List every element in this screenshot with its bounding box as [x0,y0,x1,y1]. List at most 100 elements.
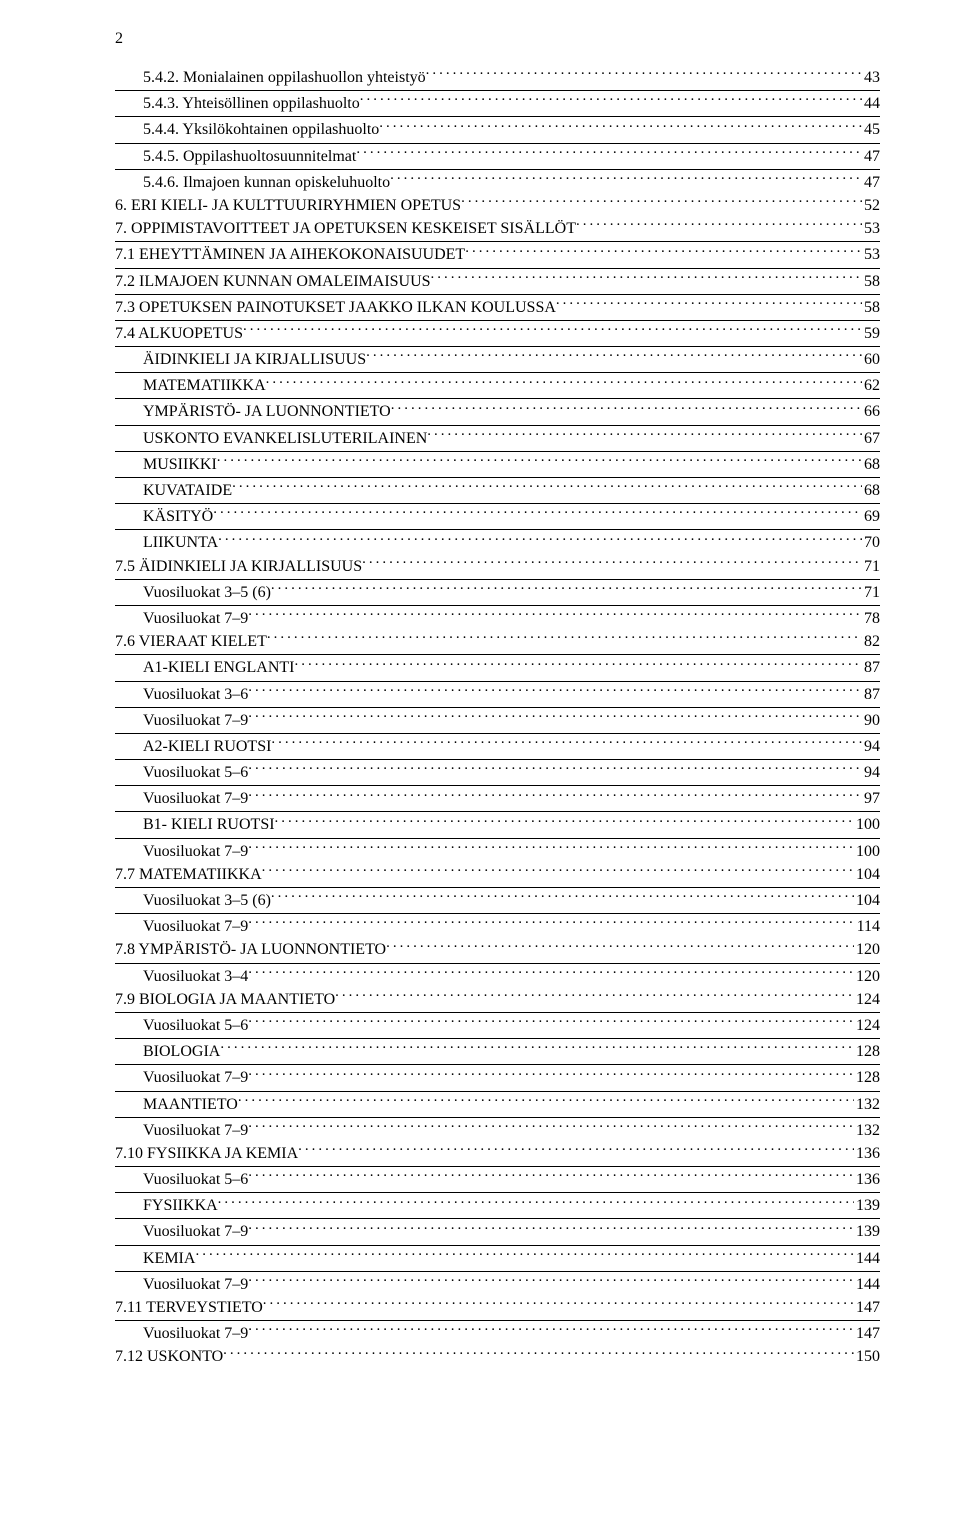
toc-page-number: 114 [855,915,880,938]
toc-row: Vuosiluokat 3–5 (6) 104 [115,889,880,914]
toc-label: LIIKUNTA [143,531,218,554]
toc-leader-dots [426,66,862,82]
toc-label: Vuosiluokat 7–9 [143,1220,248,1243]
toc-label: 7. OPPIMISTAVOITTEET JA OPETUKSEN KESKEI… [115,217,576,240]
toc-page-number: 43 [862,66,880,89]
toc-label: 7.8 YMPÄRISTÖ- JA LUONNONTIETO [115,938,386,961]
toc-page-number: 53 [862,217,880,240]
toc-row: 5.4.2. Monialainen oppilashuollon yhteis… [115,66,880,91]
toc-label: Vuosiluokat 3–5 (6) [143,581,271,604]
toc-leader-dots [356,145,862,161]
toc-page-number: 120 [854,938,880,961]
toc-leader-dots [248,607,862,623]
toc-label: Vuosiluokat 7–9 [143,840,248,863]
toc-leader-dots [295,656,862,672]
page-number: 2 [115,30,880,48]
toc-label: FYSIIKKA [143,1194,218,1217]
toc-label: 5.4.3. Yhteisöllinen oppilashuolto [143,92,360,115]
toc-page-number: 78 [862,607,880,630]
toc-page-number: 104 [854,863,880,886]
toc-leader-dots [360,92,862,108]
toc-leader-dots [263,1296,854,1312]
toc-leader-dots [248,840,854,856]
toc-label: Vuosiluokat 3–5 (6) [143,889,271,912]
toc-label: Vuosiluokat 7–9 [143,787,248,810]
toc-page-number: 144 [854,1273,880,1296]
toc-page-number: 139 [854,1194,880,1217]
toc-leader-dots [248,915,854,931]
toc-label: Vuosiluokat 5–6 [143,1014,248,1037]
toc-row: 7. OPPIMISTAVOITTEET JA OPETUKSEN KESKEI… [115,217,880,242]
toc-leader-dots [248,787,862,803]
toc-row: LIIKUNTA 70 [115,531,880,554]
toc-row: KÄSITYÖ 69 [115,505,880,530]
toc-page-number: 120 [854,965,880,988]
toc-label: Vuosiluokat 7–9 [143,709,248,732]
toc-row: Vuosiluokat 7–9 132 [115,1119,880,1142]
toc-leader-dots [266,374,862,390]
toc-page-number: 100 [854,813,880,836]
toc-label: 7.12 USKONTO [115,1345,223,1368]
toc-row: B1- KIELI RUOTSI 100 [115,813,880,838]
toc-row: 7.4 ALKUOPETUS 59 [115,322,880,347]
toc-row: Vuosiluokat 5–6 136 [115,1168,880,1193]
toc-page-number: 68 [862,479,880,502]
toc-leader-dots [248,683,862,699]
toc-leader-dots [298,1142,854,1158]
toc-leader-dots [248,965,854,981]
toc-page-number: 70 [862,531,880,554]
toc-page-number: 97 [862,787,880,810]
toc-row: Vuosiluokat 7–9 78 [115,607,880,630]
toc-page-number: 58 [862,270,880,293]
toc-label: 7.2 ILMAJOEN KUNNAN OMALEIMAISUUS [115,270,431,293]
toc-leader-dots [248,1220,854,1236]
toc-page-number: 144 [854,1247,880,1270]
toc-label: 5.4.2. Monialainen oppilashuollon yhteis… [143,66,426,89]
toc-label: 5.4.4. Yksilökohtainen oppilashuolto [143,118,379,141]
toc-page-number: 58 [862,296,880,319]
toc-page-number: 124 [854,1014,880,1037]
toc-row: Vuosiluokat 3–5 (6) 71 [115,581,880,606]
toc-leader-dots [379,118,862,134]
toc-label: 7.6 VIERAAT KIELET [115,630,267,653]
toc-label: MATEMATIIKKA [143,374,266,397]
toc-leader-dots [248,1119,854,1135]
toc-page-number: 47 [862,145,880,168]
toc-row: 6. ERI KIELI- JA KULTTUURIRYHMIEN OPETUS… [115,194,880,217]
toc-row: Vuosiluokat 5–6 124 [115,1014,880,1039]
toc-label: USKONTO EVANKELISLUTERILAINEN [143,427,427,450]
toc-page-number: 150 [854,1345,880,1368]
toc-leader-dots [223,1345,854,1361]
toc-leader-dots [267,630,862,646]
toc-label: KÄSITYÖ [143,505,213,528]
toc-page-number: 68 [862,453,880,476]
toc-leader-dots [576,217,862,233]
toc-leader-dots [220,1040,854,1056]
toc-label: Vuosiluokat 3–6 [143,683,248,706]
toc-leader-dots [390,171,862,187]
toc-label: 5.4.6. Ilmajoen kunnan opiskeluhuolto [143,171,390,194]
toc-row: 5.4.3. Yhteisöllinen oppilashuolto 44 [115,92,880,117]
toc-leader-dots [262,863,854,879]
toc-row: FYSIIKKA 139 [115,1194,880,1219]
toc-leader-dots [217,453,862,469]
toc-leader-dots [556,296,862,312]
toc-page-number: 71 [862,555,880,578]
toc-label: Vuosiluokat 7–9 [143,1273,248,1296]
toc-row: KEMIA 144 [115,1247,880,1272]
toc-page-number: 69 [862,505,880,528]
toc-row: 7.12 USKONTO 150 [115,1345,880,1368]
toc-row: YMPÄRISTÖ- JA LUONNONTIETO 66 [115,400,880,425]
toc-leader-dots [218,1194,854,1210]
toc-row: USKONTO EVANKELISLUTERILAINEN 67 [115,427,880,452]
toc-leader-dots [248,1273,854,1289]
toc-leader-dots [248,1066,854,1082]
toc-row: MAANTIETO 132 [115,1093,880,1118]
toc-page-number: 62 [862,374,880,397]
toc-page-number: 128 [854,1040,880,1063]
toc-page-number: 124 [854,988,880,1011]
toc-page-number: 47 [862,171,880,194]
toc-leader-dots [275,813,854,829]
toc-page-number: 90 [862,709,880,732]
toc-row: ÄIDINKIELI JA KIRJALLISUUS 60 [115,348,880,373]
